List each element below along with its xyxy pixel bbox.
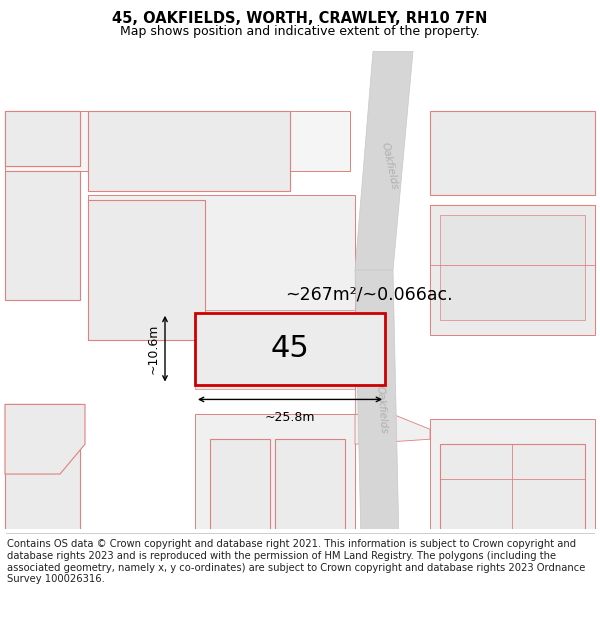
Text: Oakfields: Oakfields <box>380 141 400 190</box>
Text: Oakfields: Oakfields <box>375 385 389 434</box>
Bar <box>195 313 385 384</box>
Text: ~25.8m: ~25.8m <box>265 411 315 424</box>
Text: 45: 45 <box>271 334 310 363</box>
Bar <box>195 310 355 389</box>
Bar <box>430 206 595 330</box>
Bar <box>440 216 585 320</box>
Polygon shape <box>355 270 400 589</box>
Polygon shape <box>5 111 350 171</box>
Bar <box>430 111 595 196</box>
Bar <box>5 171 80 300</box>
Polygon shape <box>5 404 85 474</box>
Text: Map shows position and indicative extent of the property.: Map shows position and indicative extent… <box>120 26 480 39</box>
Bar <box>195 559 345 584</box>
Bar <box>210 439 270 559</box>
Bar <box>5 404 80 584</box>
Bar <box>195 414 355 584</box>
Polygon shape <box>355 345 393 414</box>
Text: Contains OS data © Crown copyright and database right 2021. This information is : Contains OS data © Crown copyright and d… <box>7 539 586 584</box>
Bar <box>88 201 205 340</box>
Bar <box>275 439 345 559</box>
Bar <box>88 111 290 191</box>
Polygon shape <box>355 414 430 444</box>
Bar <box>5 111 80 166</box>
Bar <box>430 419 595 584</box>
Text: ~267m²/~0.066ac.: ~267m²/~0.066ac. <box>285 286 452 304</box>
Polygon shape <box>430 206 595 335</box>
Bar <box>5 111 80 166</box>
Bar <box>88 196 355 340</box>
Text: ~10.6m: ~10.6m <box>147 324 160 374</box>
Polygon shape <box>355 51 413 270</box>
Text: 45, OAKFIELDS, WORTH, CRAWLEY, RH10 7FN: 45, OAKFIELDS, WORTH, CRAWLEY, RH10 7FN <box>112 11 488 26</box>
Bar <box>440 444 585 559</box>
